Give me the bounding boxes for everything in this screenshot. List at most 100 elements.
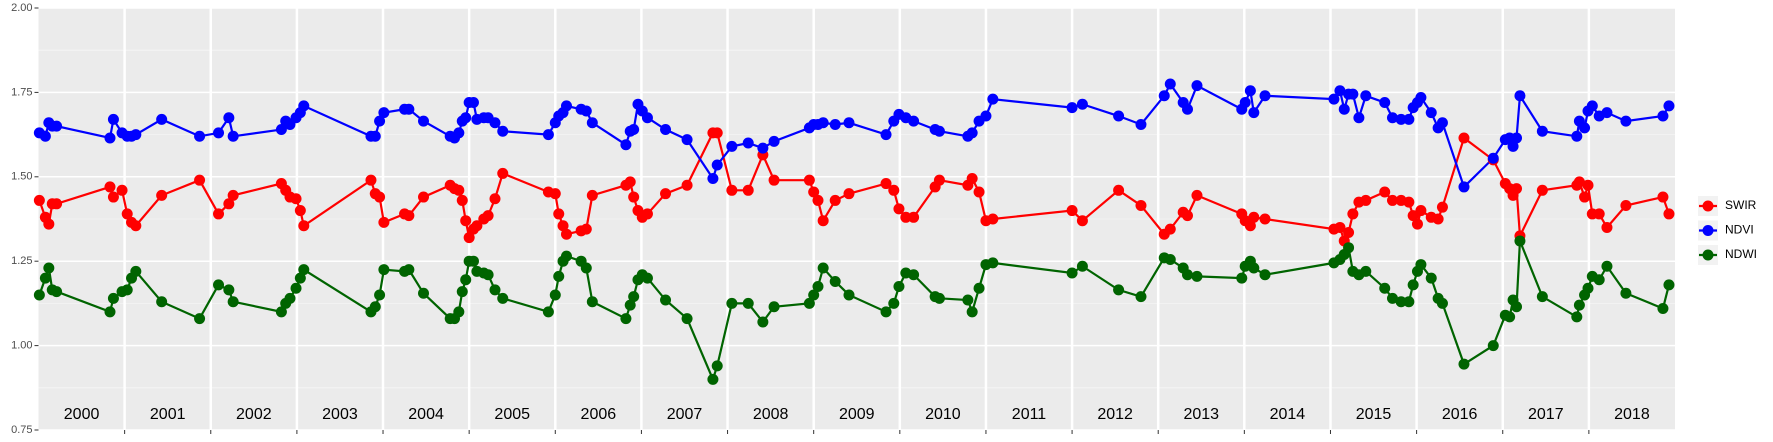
point xyxy=(768,174,780,186)
point xyxy=(1135,291,1147,303)
point xyxy=(378,216,390,228)
point xyxy=(711,159,723,171)
point xyxy=(1620,115,1632,127)
point xyxy=(1076,215,1088,227)
point xyxy=(1403,113,1415,125)
point xyxy=(456,194,468,206)
point xyxy=(880,178,892,190)
point xyxy=(33,194,45,206)
point xyxy=(1181,103,1193,115)
point xyxy=(1586,100,1598,112)
point xyxy=(817,117,829,129)
point xyxy=(1244,85,1256,97)
point xyxy=(888,184,900,196)
point xyxy=(156,296,168,308)
point xyxy=(294,205,306,217)
point xyxy=(1076,98,1088,110)
point xyxy=(121,208,133,220)
point xyxy=(1571,311,1583,323)
point xyxy=(194,130,206,142)
point xyxy=(1386,292,1398,304)
point xyxy=(1379,282,1391,294)
point xyxy=(369,301,381,313)
point xyxy=(460,274,472,286)
point xyxy=(1403,296,1415,308)
point xyxy=(1657,191,1669,203)
point xyxy=(1164,254,1176,266)
point xyxy=(549,188,561,200)
point xyxy=(757,142,769,154)
point xyxy=(1379,186,1391,198)
point xyxy=(1066,267,1078,279)
point xyxy=(107,191,119,203)
point xyxy=(1579,122,1591,134)
point xyxy=(908,269,920,281)
point xyxy=(1432,213,1444,225)
point xyxy=(1601,221,1613,233)
point xyxy=(374,115,386,127)
point xyxy=(560,100,572,112)
point xyxy=(726,140,738,152)
point xyxy=(1248,107,1260,119)
year-label: 2015 xyxy=(1356,406,1392,423)
legend-point xyxy=(1702,225,1714,236)
point xyxy=(1395,113,1407,125)
point xyxy=(829,275,841,287)
y-tick-label: 1.25 xyxy=(11,255,32,267)
point xyxy=(1507,140,1519,152)
point xyxy=(275,124,287,136)
point xyxy=(933,125,945,137)
point xyxy=(51,286,63,298)
point xyxy=(1663,208,1675,220)
point xyxy=(768,301,780,313)
year-label: 2007 xyxy=(667,406,703,423)
point xyxy=(973,282,985,294)
point xyxy=(403,210,415,222)
point xyxy=(1514,90,1526,102)
point xyxy=(460,112,472,124)
point xyxy=(227,130,239,142)
point xyxy=(987,213,999,225)
point xyxy=(980,110,992,122)
point xyxy=(900,211,912,223)
point xyxy=(460,215,472,227)
point xyxy=(1657,302,1669,314)
point xyxy=(467,255,479,267)
point xyxy=(893,281,905,293)
point xyxy=(580,105,592,117)
point xyxy=(1191,80,1203,92)
point xyxy=(726,184,738,196)
point xyxy=(966,306,978,318)
point xyxy=(1236,272,1248,284)
point xyxy=(542,129,554,141)
point xyxy=(1620,199,1632,211)
point xyxy=(1347,88,1359,100)
point xyxy=(298,220,310,232)
point xyxy=(403,264,415,276)
point xyxy=(987,257,999,269)
point xyxy=(624,299,636,311)
point xyxy=(893,203,905,215)
point xyxy=(1328,93,1340,105)
year-label: 2014 xyxy=(1270,406,1306,423)
point xyxy=(1379,97,1391,109)
point xyxy=(1458,181,1470,193)
point xyxy=(1579,191,1591,203)
point xyxy=(1620,287,1632,299)
point xyxy=(284,292,296,304)
point xyxy=(1582,282,1594,294)
y-tick-label: 0.75 xyxy=(11,424,32,436)
point xyxy=(620,139,632,151)
point xyxy=(130,129,142,141)
point xyxy=(1244,220,1256,232)
year-label: 2000 xyxy=(64,406,100,423)
point xyxy=(1113,284,1125,296)
point xyxy=(1571,130,1583,142)
point xyxy=(973,186,985,198)
point xyxy=(51,198,63,210)
point xyxy=(453,184,465,196)
point xyxy=(453,306,465,318)
point xyxy=(1415,91,1427,103)
point xyxy=(1573,176,1585,188)
point xyxy=(888,297,900,309)
